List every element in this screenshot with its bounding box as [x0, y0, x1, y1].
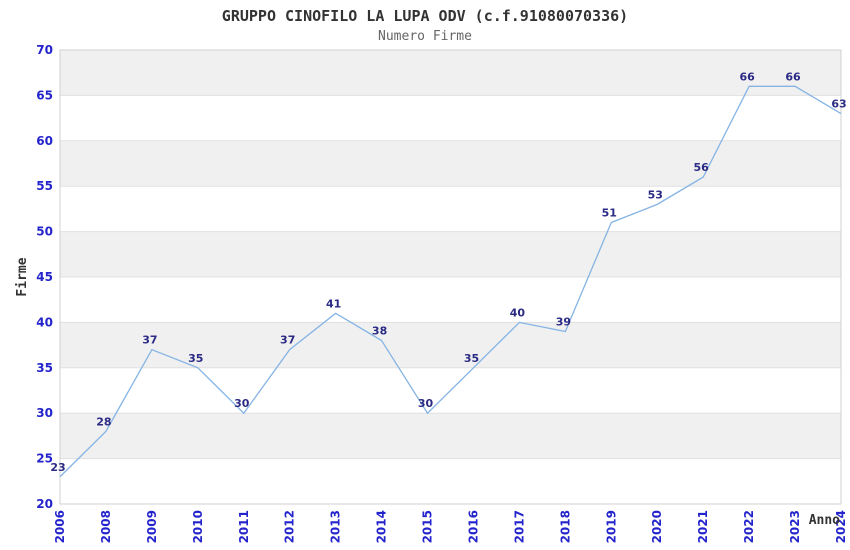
- plot-alternating-bands: [60, 50, 841, 459]
- x-tick-label: 2013: [329, 510, 343, 543]
- y-tick-label: 70: [36, 43, 53, 57]
- plot-band: [60, 231, 841, 277]
- y-tick-label: 55: [36, 179, 53, 193]
- x-tick-label: 2008: [99, 510, 113, 543]
- x-tick-label: 2011: [237, 510, 251, 543]
- data-point-label: 66: [739, 70, 755, 83]
- plot-band: [60, 413, 841, 459]
- x-axis-title: Anno: [809, 513, 840, 528]
- x-tick-label: 2020: [650, 510, 664, 543]
- data-point-label: 53: [648, 188, 663, 201]
- y-tick-label: 30: [36, 406, 53, 420]
- plot-band: [60, 50, 841, 96]
- x-tick-label: 2017: [512, 510, 526, 543]
- data-point-label: 35: [464, 352, 479, 365]
- x-tick-label: 2018: [558, 510, 572, 543]
- y-axis-title: Firme: [15, 257, 30, 296]
- y-tick-label: 50: [36, 225, 53, 239]
- data-point-label: 30: [418, 397, 434, 410]
- plot-band: [60, 322, 841, 368]
- y-tick-label: 65: [36, 88, 53, 102]
- plot-band: [60, 140, 841, 187]
- data-point-label: 39: [556, 315, 571, 328]
- x-tick-label: 2006: [53, 510, 67, 543]
- data-point-label: 40: [510, 306, 526, 319]
- y-tick-label: 20: [36, 497, 53, 511]
- chart-title: GRUPPO CINOFILO LA LUPA ODV (c.f.9108007…: [222, 7, 628, 25]
- x-tick-label: 2012: [283, 510, 297, 543]
- x-tick-label: 2009: [145, 510, 159, 543]
- data-point-label: 63: [831, 98, 846, 111]
- data-point-label: 28: [96, 415, 111, 428]
- data-point-label: 56: [694, 161, 710, 174]
- y-tick-label: 25: [36, 452, 53, 466]
- data-point-label: 51: [602, 207, 617, 220]
- plot-border: [59, 49, 842, 505]
- x-tick-label: 2023: [788, 510, 802, 543]
- x-tick-label: 2022: [742, 510, 756, 543]
- x-tick-label: 2010: [191, 510, 205, 543]
- data-point-label: 66: [785, 70, 801, 83]
- data-point-label: 41: [326, 297, 341, 310]
- x-tick-label: 2019: [604, 510, 618, 543]
- y-tick-label: 40: [36, 315, 53, 329]
- data-point-label: 37: [280, 334, 295, 347]
- data-point-label: 23: [50, 461, 65, 474]
- x-axis-tick-labels: 2006 2008 2009 2010 2011 2012 2013 2014 2015 2016…: [53, 510, 848, 543]
- y-tick-label: 35: [36, 361, 53, 375]
- series-line: [59, 85, 842, 478]
- y-axis-tick-labels: 20 25 30 35 40 45 50 55 60 65 70: [36, 43, 53, 511]
- x-tick-label: 2015: [421, 510, 435, 543]
- x-tick-label: 2014: [375, 510, 389, 543]
- data-point-label: 30: [234, 397, 250, 410]
- data-point-label: 37: [142, 334, 157, 347]
- y-tick-label: 60: [36, 134, 53, 148]
- data-point-labels: 23 28 37 35 30 37 41 38 30 35 40 39 51 53 56 66 66 63: [50, 70, 846, 473]
- x-tick-label: 2016: [466, 510, 480, 543]
- x-tick-label: 2024: [834, 510, 848, 543]
- horizontal-gridlines: [60, 94, 841, 460]
- x-tick-label: 2021: [696, 510, 710, 543]
- chart-subtitle: Numero Firme: [378, 29, 472, 44]
- data-point-label: 35: [188, 352, 203, 365]
- data-point-label: 38: [372, 325, 387, 338]
- y-tick-label: 45: [36, 270, 53, 284]
